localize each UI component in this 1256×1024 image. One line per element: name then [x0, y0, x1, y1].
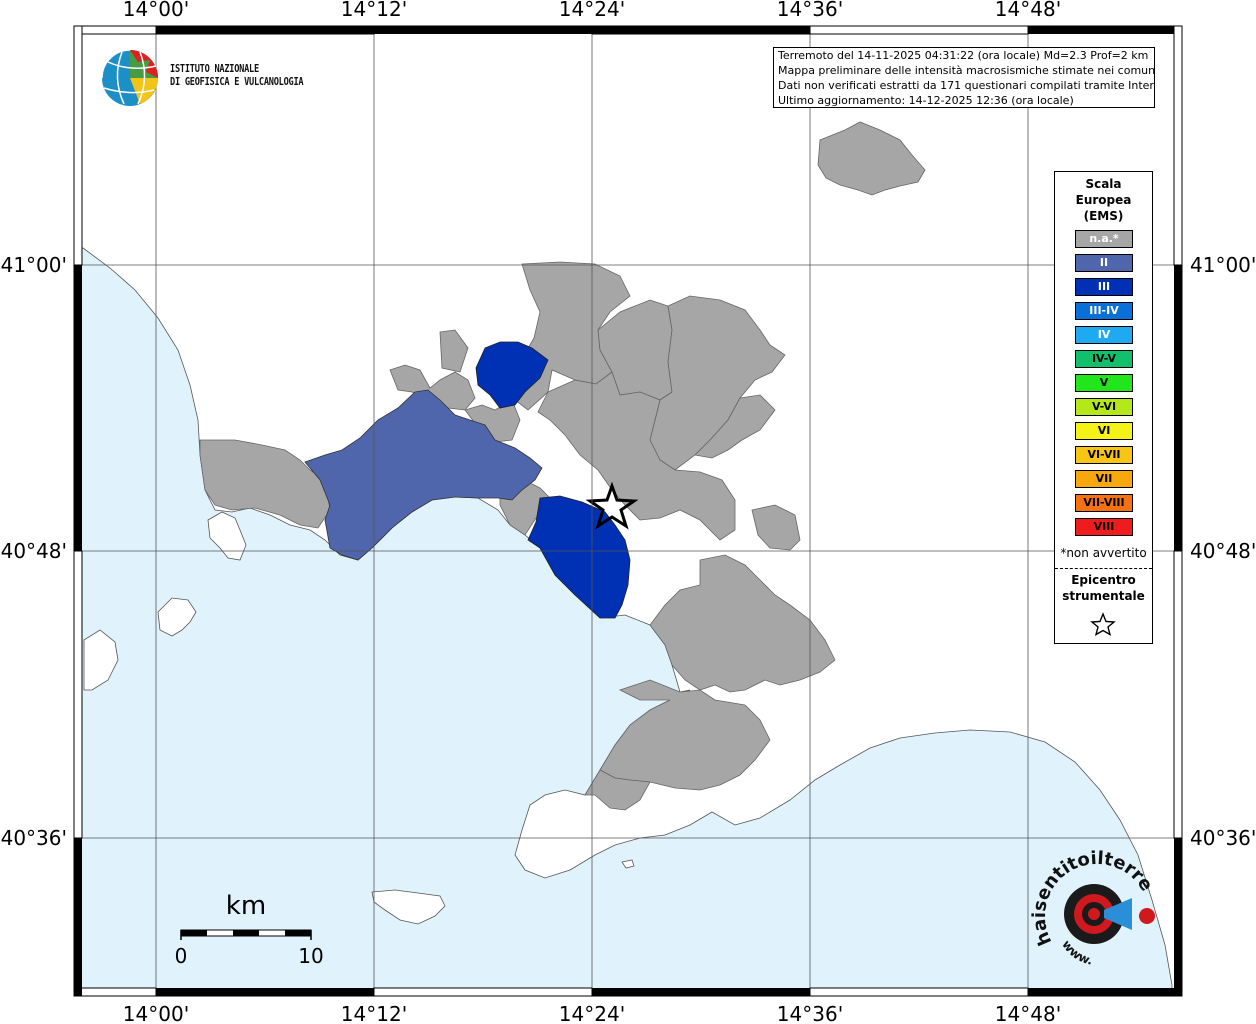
- comuni-not-felt: [199, 121, 926, 811]
- island-coast-west: [83, 629, 119, 691]
- legend-epicenter-line1: Epicentro: [1071, 573, 1136, 587]
- legend-title: Scala Europea (EMS): [1055, 176, 1152, 224]
- info-line-3: Dati non verificati estratti da 171 ques…: [778, 79, 1155, 92]
- ingv-logo-icon: [101, 49, 158, 106]
- lat-label-right-1: 40°48': [1190, 539, 1256, 563]
- legend-swatch-8: VI: [1075, 422, 1133, 440]
- ingv-logo-text: ISTITUTO NAZIONALE DI GEOFISICA E VULCAN…: [170, 63, 304, 89]
- legend-swatch-3: III-IV: [1075, 302, 1133, 320]
- legend-swatch-7: V-VI: [1075, 398, 1133, 416]
- legend-swatch-1: II: [1075, 254, 1133, 272]
- legend-title-line2: Europea: [1075, 193, 1132, 207]
- info-line-2: Mappa preliminare delle intensità macros…: [778, 64, 1155, 77]
- star-icon: [1090, 612, 1116, 636]
- ingv-logo-line1: ISTITUTO NAZIONALE: [170, 63, 259, 75]
- island-ischia: [157, 597, 197, 637]
- lon-label-top-0: 14°00': [123, 0, 189, 21]
- island-capri: [371, 889, 446, 925]
- lon-label-bottom-4: 14°48': [995, 1002, 1061, 1024]
- lon-label-bottom-2: 14°24': [559, 1002, 625, 1024]
- comune-intensity-II: [304, 389, 543, 561]
- legend-epicenter-label: Epicentro strumentale: [1055, 572, 1152, 604]
- legend-swatch-5: IV-V: [1075, 350, 1133, 368]
- scale-bar-max: 10: [298, 944, 323, 968]
- lat-label-right-2: 40°36': [1190, 826, 1256, 850]
- lon-label-bottom-3: 14°36': [777, 1002, 843, 1024]
- lat-label-left-1: 40°48': [1, 539, 67, 563]
- lon-label-top-2: 14°24': [559, 0, 625, 21]
- island-small: [621, 859, 635, 869]
- ems-legend: Scala Europea (EMS) n.a.* II III III-IV IV IV…: [1054, 171, 1153, 644]
- legend-swatch-4: IV: [1075, 326, 1133, 344]
- lat-label-right-0: 41°00': [1190, 253, 1256, 277]
- lon-label-bottom-1: 14°12': [341, 1002, 407, 1024]
- epicenter-star: [585, 481, 639, 530]
- legend-swatch-11: VII-VIII: [1075, 494, 1133, 512]
- legend-title-line1: Scala: [1085, 177, 1122, 191]
- legend-title-line3: (EMS): [1083, 209, 1124, 223]
- comuni-intensity-III: [475, 341, 631, 619]
- info-line-4: Ultimo aggiornamento: 14-12-2025 12:36 (…: [778, 94, 1074, 107]
- earthquake-info-box: Terremoto del 14-11-2025 04:31:22 (ora l…: [773, 47, 1155, 108]
- scale-bar-min: 0: [175, 944, 188, 968]
- map-frame: [73, 25, 1183, 997]
- scale-bar: km 0 10: [175, 891, 324, 968]
- legend-swatch-6: V: [1075, 374, 1133, 392]
- lon-label-bottom-0: 14°00': [123, 1002, 189, 1024]
- legend-swatch-12: VIII: [1075, 518, 1133, 536]
- legend-swatch-0: n.a.*: [1075, 230, 1133, 248]
- info-line-1: Terremoto del 14-11-2025 04:31:22 (ora l…: [778, 49, 1149, 62]
- ingv-logo-line2: DI GEOFISICA E VULCANOLOGIA: [170, 76, 304, 88]
- lat-label-left-0: 41°00': [1, 253, 67, 277]
- legend-swatch-9: VI-VII: [1075, 446, 1133, 464]
- legend-not-felt-note: *non avvertito: [1060, 546, 1147, 560]
- legend-epicenter-line2: strumentale: [1062, 589, 1145, 603]
- lon-label-top-4: 14°48': [995, 0, 1061, 21]
- scale-bar-unit: km: [226, 891, 266, 921]
- legend-separator: [1055, 568, 1152, 569]
- lat-label-left-2: 40°36': [1, 826, 67, 850]
- legend-swatch-10: VII: [1075, 470, 1133, 488]
- island-procida: [207, 511, 247, 561]
- lon-label-top-3: 14°36': [777, 0, 843, 21]
- legend-swatch-2: III: [1075, 278, 1133, 296]
- lon-label-top-1: 14°12': [341, 0, 407, 21]
- graticule: [74, 26, 1182, 996]
